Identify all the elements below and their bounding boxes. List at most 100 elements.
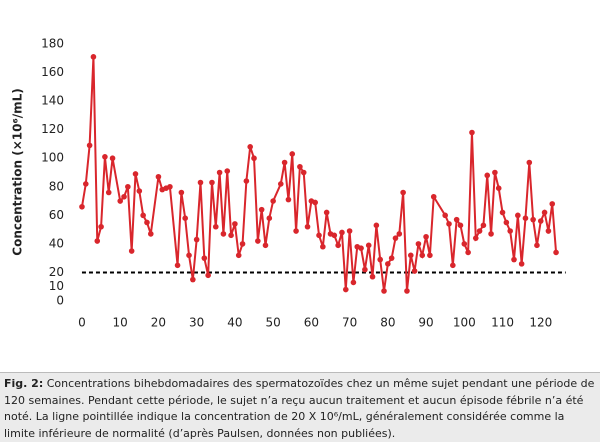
data-point: [427, 252, 433, 259]
y-tick-label: 180: [41, 37, 64, 51]
data-point: [358, 245, 364, 251]
data-point: [476, 228, 483, 234]
data-point: [98, 223, 104, 230]
data-point: [362, 266, 368, 273]
data-point: [415, 241, 422, 247]
data-point: [109, 155, 116, 162]
data-point: [79, 203, 85, 210]
data-point: [495, 185, 502, 192]
data-point: [430, 193, 437, 200]
data-point: [105, 189, 112, 196]
data-point: [297, 163, 303, 170]
data-point: [346, 228, 353, 234]
data-point: [385, 261, 391, 267]
data-point: [224, 168, 231, 174]
chart: Concentration (×10⁶/mL) 0102040608010012…: [11, 37, 566, 330]
data-point: [212, 223, 219, 230]
data-point: [258, 206, 265, 213]
data-point: [530, 216, 536, 223]
data-point: [312, 199, 318, 206]
y-tick-label: 140: [41, 94, 64, 108]
data-point: [507, 228, 513, 234]
data-point: [136, 188, 143, 194]
x-tick-label: 110: [491, 316, 514, 330]
data-point: [117, 198, 124, 204]
data-point: [446, 221, 452, 227]
data-point: [469, 129, 475, 136]
data-point: [499, 209, 506, 216]
data-point: [331, 232, 338, 239]
data-point: [553, 249, 559, 256]
data-point: [82, 181, 89, 187]
data-point: [388, 255, 395, 261]
data-point: [174, 262, 181, 269]
data-point: [392, 235, 399, 241]
data-point: [461, 241, 468, 247]
data-point: [534, 242, 540, 249]
data-point: [255, 238, 261, 244]
y-tick-label: 80: [49, 179, 64, 193]
data-point: [190, 276, 196, 283]
x-tick-label: 120: [529, 316, 552, 330]
data-point: [342, 286, 349, 293]
data-point: [121, 193, 127, 200]
data-point: [140, 212, 146, 219]
data-point: [285, 196, 292, 203]
data-point: [365, 242, 372, 249]
x-tick-label: 60: [304, 316, 319, 330]
data-point: [125, 183, 131, 190]
y-tick-label: 0: [56, 294, 64, 308]
data-point: [323, 209, 330, 216]
data-point: [128, 248, 135, 254]
y-tick-label: 20: [49, 265, 64, 279]
data-point: [193, 236, 200, 243]
x-tick-label: 20: [151, 316, 166, 330]
data-point: [350, 279, 357, 286]
caption-label: Fig. 2:: [4, 377, 44, 390]
data-point: [396, 231, 403, 237]
data-point: [369, 273, 376, 280]
data-point: [411, 268, 418, 274]
data-point: [537, 218, 544, 224]
y-tick-label: 40: [49, 236, 64, 250]
data-point: [339, 229, 345, 236]
data-point: [266, 215, 273, 221]
data-point: [484, 172, 491, 179]
data-point: [335, 242, 341, 249]
data-point: [522, 215, 529, 221]
data-point: [503, 219, 510, 226]
caption: Fig. 2: Concentrations bihebdomadaires d…: [0, 372, 600, 442]
data-point: [220, 231, 227, 237]
data-point: [144, 219, 150, 226]
data-point: [197, 179, 204, 186]
data-point: [457, 222, 464, 229]
data-point: [453, 216, 460, 223]
data-point: [90, 54, 97, 60]
data-point: [178, 189, 185, 196]
data-point: [247, 144, 253, 150]
data-point: [293, 228, 299, 234]
data-point: [289, 151, 296, 157]
data-point: [235, 252, 242, 259]
y-tick-label: 10: [49, 279, 64, 293]
data-point: [320, 243, 326, 250]
data-point: [472, 235, 479, 241]
x-tick-label: 10: [113, 316, 128, 330]
data-point: [526, 159, 533, 166]
data-point: [216, 169, 223, 176]
data-point: [239, 241, 246, 247]
data-point: [511, 256, 517, 263]
data-point: [541, 209, 548, 216]
data-point: [270, 198, 276, 204]
data-point: [155, 173, 162, 180]
x-tick-label: 80: [380, 316, 395, 330]
data-point: [205, 272, 211, 279]
x-tick-label: 0: [78, 316, 86, 330]
y-axis-label: Concentration (×10⁶/mL): [11, 88, 25, 255]
y-tick-label: 100: [41, 151, 64, 165]
data-point: [442, 212, 448, 219]
data-point: [545, 228, 552, 234]
data-point: [300, 169, 307, 176]
x-tick-label: 100: [453, 316, 476, 330]
